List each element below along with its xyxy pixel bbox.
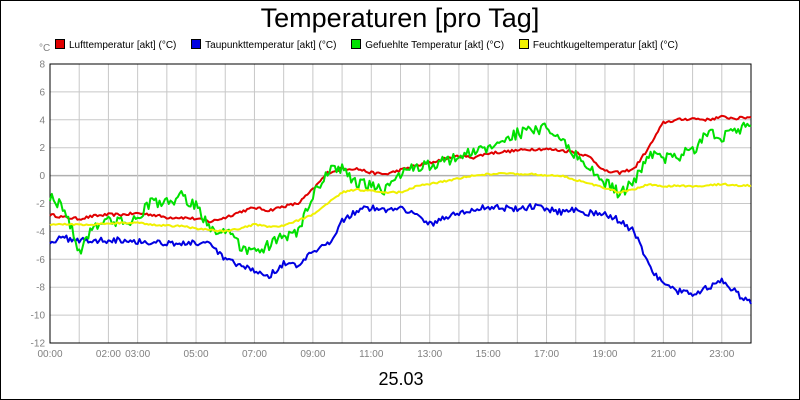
chart-legend: Lufttemperatur [akt] (°C) Taupunkttemper…: [55, 39, 690, 51]
chart-title: Temperaturen [pro Tag]: [260, 3, 540, 33]
x-tick-label: 17:00: [534, 349, 559, 360]
y-tick-label: -4: [36, 227, 45, 238]
series-line-2: [49, 121, 752, 255]
x-axis-date-label: 25.03: [378, 369, 424, 389]
x-tick-label: 21:00: [651, 349, 676, 360]
legend-label-taupunkttemperatur: Taupunkttemperatur [akt] (°C): [205, 40, 337, 51]
y-tick-label: 4: [39, 115, 45, 126]
legend-label-gefuehlte-temperatur: Gefuehlte Temperatur [akt] (°C): [365, 40, 505, 51]
y-tick-label: 0: [39, 171, 45, 182]
y-tick-label: 2: [39, 143, 45, 154]
y-tick-label: -6: [36, 255, 45, 266]
x-tick-label: 09:00: [300, 349, 325, 360]
y-tick-label: 8: [39, 60, 45, 71]
legend-label-lufttemperatur: Lufttemperatur [akt] (°C): [69, 40, 177, 51]
x-tick-label: 05:00: [184, 349, 209, 360]
y-tick-label: -10: [31, 311, 46, 322]
series-line-0: [49, 114, 752, 224]
x-tick-label: 13:00: [417, 349, 442, 360]
series-line-3: [49, 172, 752, 233]
legend-swatch-feuchtkugeltemperatur: [518, 39, 529, 49]
x-tick-label: 07:00: [242, 349, 267, 360]
x-tick-label: 19:00: [592, 349, 617, 360]
y-tick-label: -12: [31, 339, 46, 350]
legend-item-lufttemperatur: Lufttemperatur [akt] (°C): [55, 39, 176, 51]
legend-label-feuchtkugeltemperatur: Feuchtkugeltemperatur [akt] (°C): [532, 40, 679, 51]
legend-swatch-taupunkttemperatur: [191, 39, 202, 49]
legend-swatch-lufttemperatur: [55, 39, 65, 49]
x-tick-label: 03:00: [125, 349, 150, 360]
legend-item-taupunkttemperatur: Taupunkttemperatur [akt] (°C): [191, 39, 336, 51]
y-tick-label: 6: [39, 87, 45, 98]
legend-item-gefuehlte-temperatur: Gefuehlte Temperatur [akt] (°C): [351, 39, 504, 51]
x-tick-label: 23:00: [709, 349, 734, 360]
y-tick-label: -2: [36, 199, 45, 210]
x-tick-label: 00:00: [37, 349, 62, 360]
series-line-1: [49, 203, 752, 305]
x-tick-label: 11:00: [359, 349, 384, 360]
x-tick-label: 02:00: [96, 349, 121, 360]
legend-item-feuchtkugeltemperatur: Feuchtkugeltemperatur [akt] (°C): [518, 39, 679, 51]
y-tick-label: -8: [36, 283, 45, 294]
plot-border: [49, 63, 752, 344]
x-tick-label: 15:00: [476, 349, 501, 360]
y-axis-unit: °C: [39, 43, 51, 54]
legend-swatch-gefuehlte-temperatur: [351, 39, 362, 49]
